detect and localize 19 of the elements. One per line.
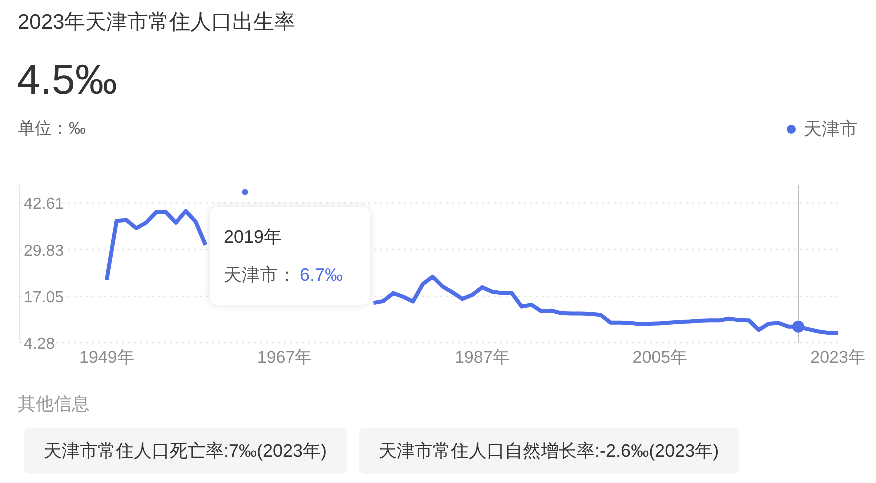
y-tick-label: 17.05 [24,289,64,306]
annotation: 2019年 [224,226,284,249]
text: 天津市常住人口死亡率:7‰(2023年) [24,428,348,474]
x-tick-label: 1967年 [257,348,312,368]
y-tick-label: 4.28 [24,336,56,353]
y-axis-title: 单位：‰ [18,118,86,140]
text: 其他信息 [18,393,90,416]
annotation: 6.7‰ [300,265,344,285]
y-tick-label: 29.83 [24,242,64,260]
chart-subtitle: 4.5‰ [17,56,118,104]
y-tick-label: 42.61 [24,196,64,214]
x-tick-label: 1987年 [454,348,510,368]
chart-title: 2023年天津市常住人口出生率 [18,10,296,36]
text: 天津市常住人口自然增长率:-2.6‰(2023年) [359,428,740,474]
annotation: 天津市： [224,265,296,285]
x-tick-label: 2005年 [632,348,688,368]
legend-label: 天津市 [803,118,858,141]
x-tick-label: 1949年 [80,348,134,368]
x-tick-label: 2023年 [810,348,866,368]
